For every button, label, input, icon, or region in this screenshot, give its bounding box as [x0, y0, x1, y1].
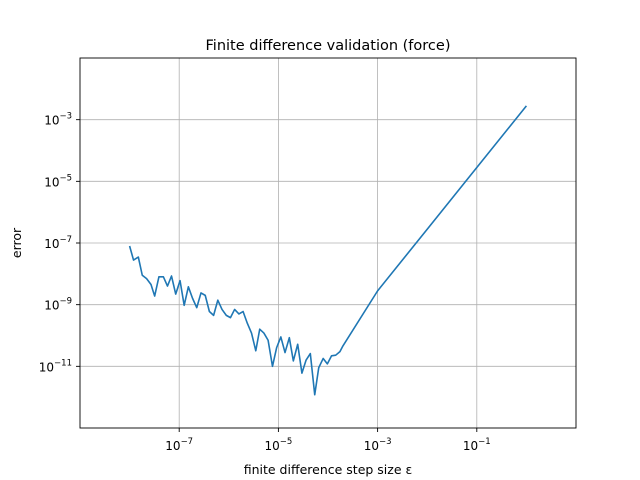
grid-layer	[80, 58, 576, 428]
x-axis-label: finite difference step size ε	[244, 462, 413, 477]
x-tick-label: 10−7	[165, 437, 193, 453]
x-tick-label: 10−5	[264, 437, 292, 453]
y-axis-label: error	[9, 227, 24, 258]
y-tick-label: 10−3	[44, 112, 72, 128]
line-layer	[128, 105, 528, 396]
x-tick-label: 10−1	[463, 437, 491, 453]
y-tick-label: 10−11	[39, 358, 72, 374]
chart-title: Finite difference validation (force)	[206, 38, 451, 54]
x-tick-label: 10−3	[364, 437, 392, 453]
x-tick-layer: 10−7 10−5 10−3 10−1	[165, 428, 491, 453]
y-tick-label: 10−5	[44, 173, 72, 189]
y-tick-layer: 10−3 10−5 10−7 10−9 10−11	[39, 112, 80, 374]
y-tick-label: 10−9	[44, 297, 72, 313]
y-tick-label: 10−7	[44, 235, 72, 251]
series-line-0	[128, 105, 528, 396]
